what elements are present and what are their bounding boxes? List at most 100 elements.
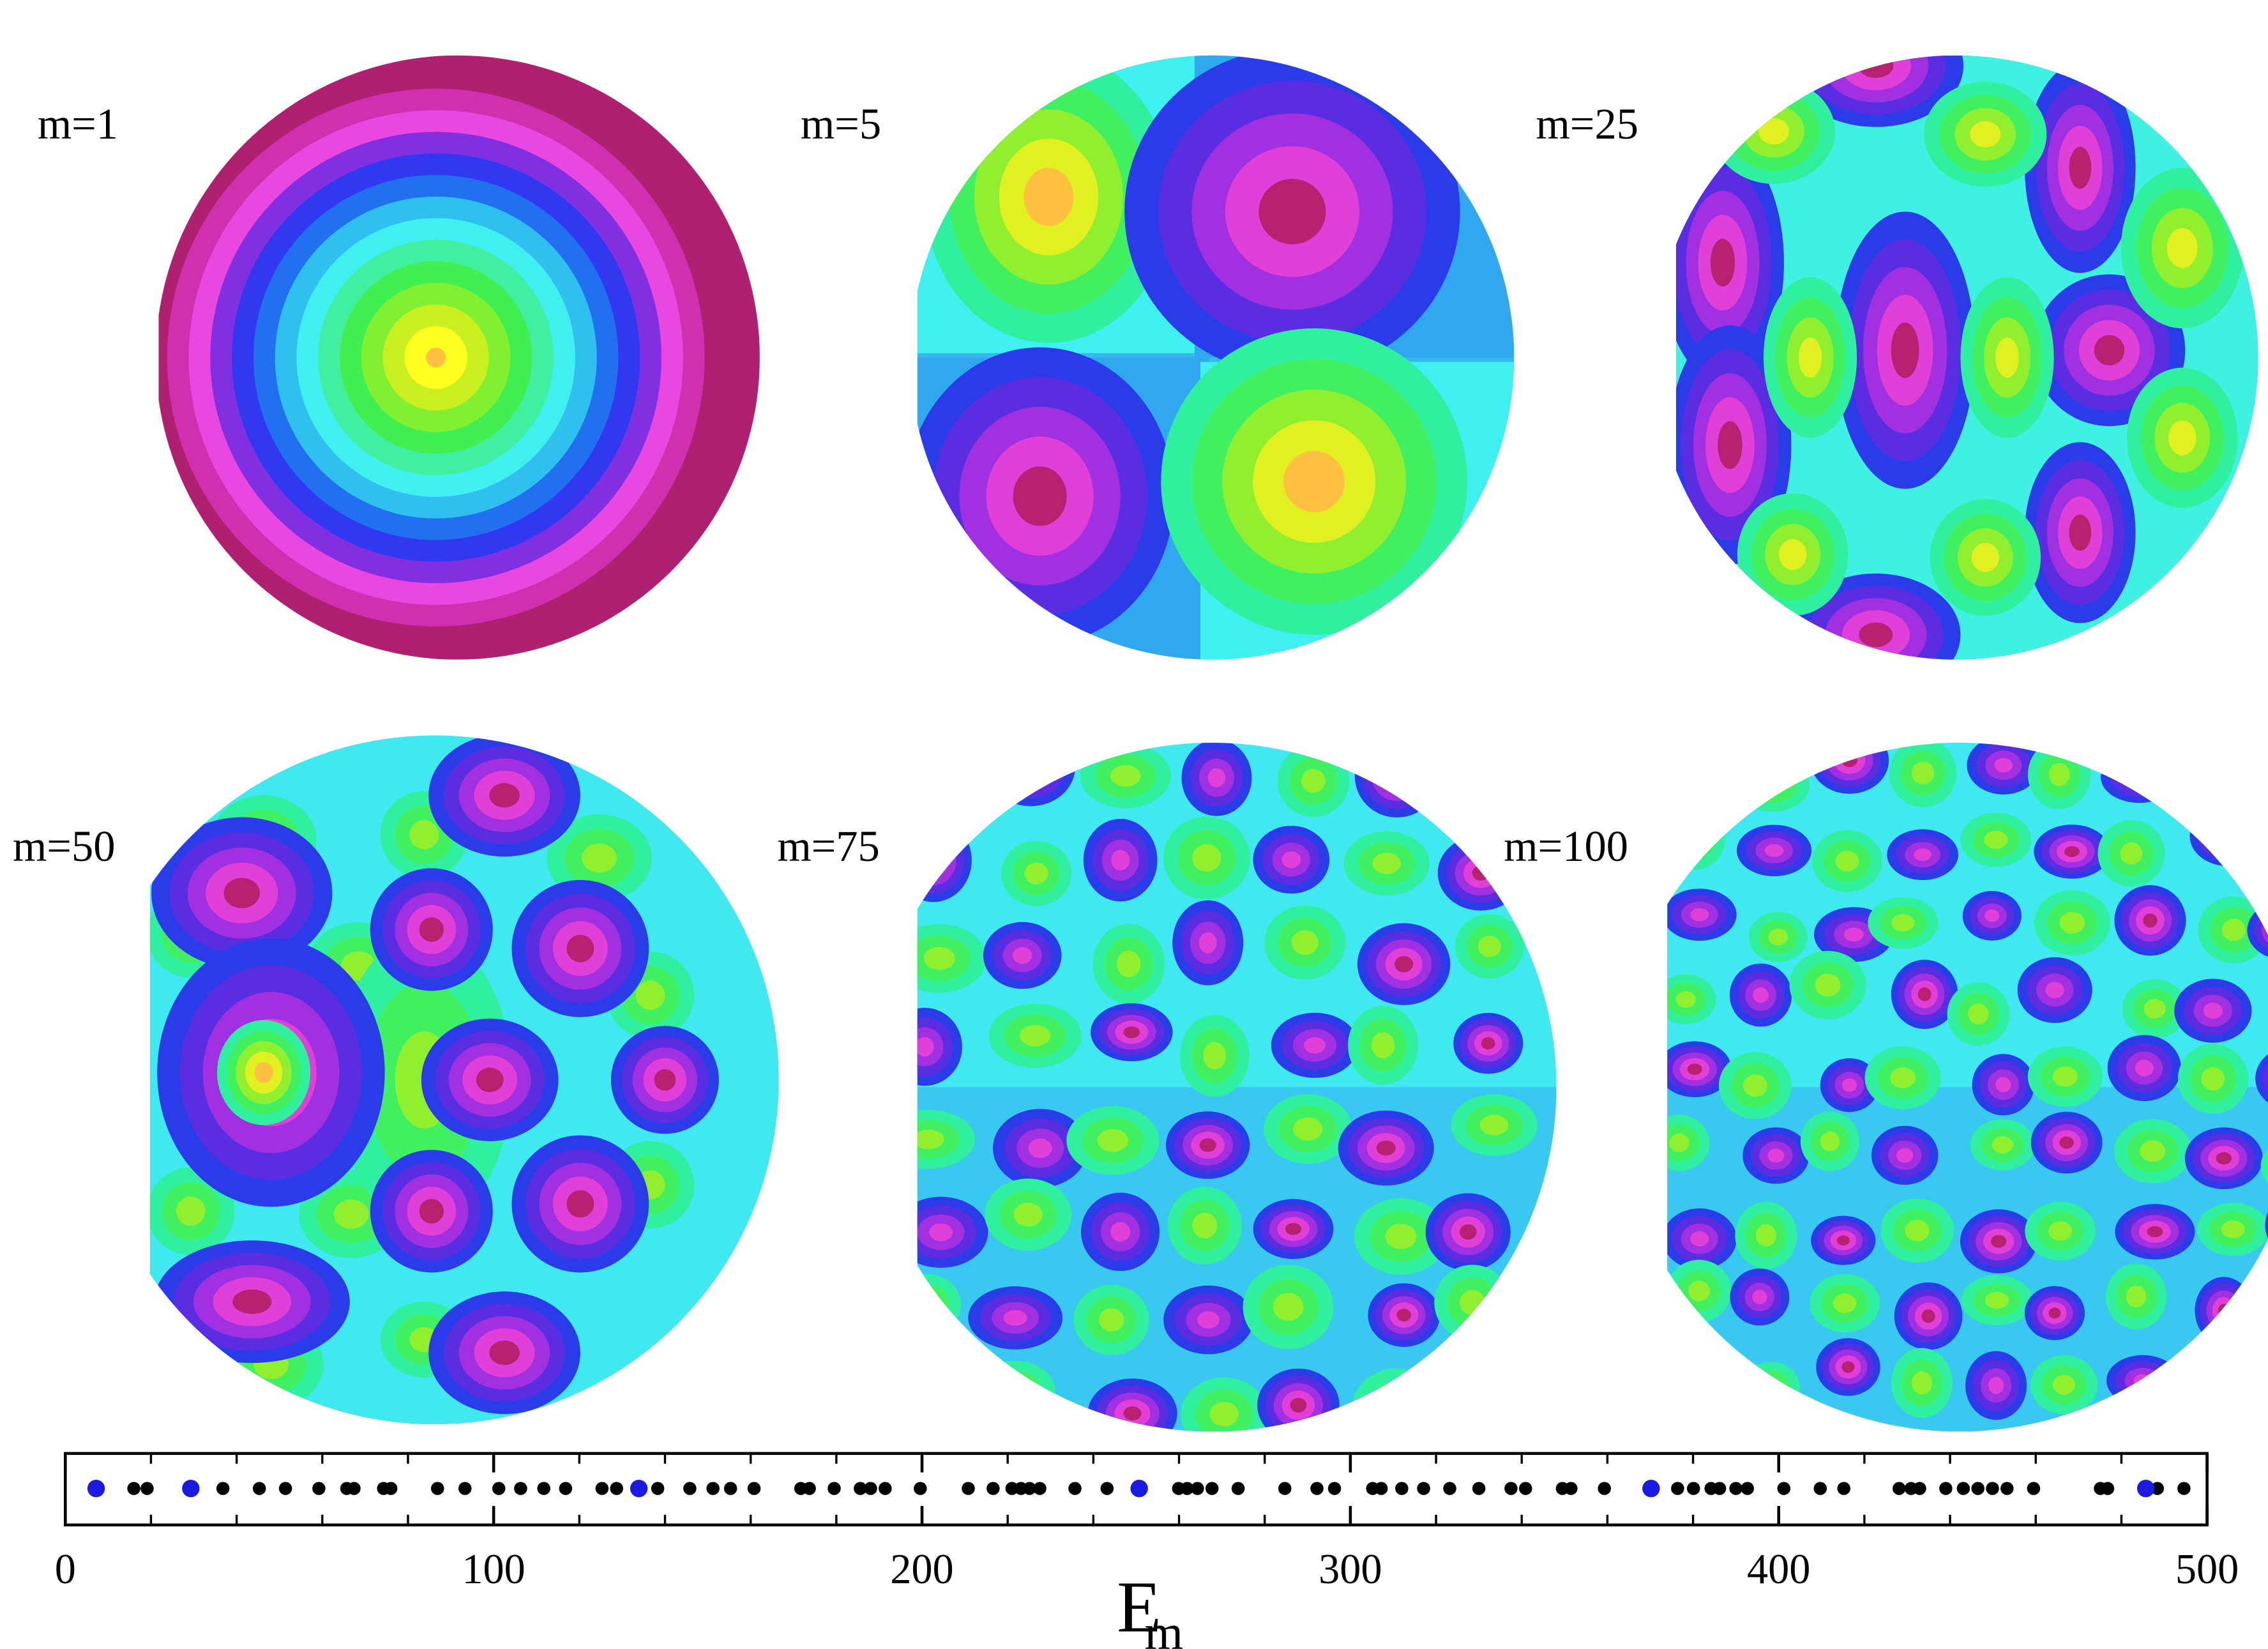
mode-blob <box>1836 1235 1850 1245</box>
mode-blob <box>489 783 520 808</box>
mode-blob <box>1380 759 1414 793</box>
mode-blob <box>1024 167 1074 227</box>
spectrum-point <box>2027 1482 2041 1495</box>
spectrum-point <box>216 1482 230 1495</box>
mode-blob <box>1199 1138 1216 1152</box>
spectrum-point <box>595 1482 609 1495</box>
mode-blob <box>1823 55 1929 103</box>
mode-blob <box>1995 1077 2011 1093</box>
mode-blob <box>1479 1387 1513 1420</box>
mode-blob <box>1968 1003 1989 1025</box>
spectrum-point <box>1598 1482 1611 1495</box>
mode-blob <box>1970 121 2001 148</box>
mode-blob <box>2094 335 2125 366</box>
mode-blob <box>2052 1067 2078 1087</box>
spectrum-point <box>706 1482 720 1495</box>
mode-blob <box>1971 543 1999 572</box>
x-tick-label: 100 <box>462 1546 525 1593</box>
spectrum-point <box>1971 1482 1984 1495</box>
mode-blob <box>2264 1364 2268 1394</box>
mode-blob <box>1197 1311 1220 1329</box>
spectrum-point <box>723 1482 737 1495</box>
mode-blob <box>917 1294 938 1314</box>
mode-blob <box>232 1289 272 1314</box>
spectrum-point <box>610 1482 623 1495</box>
mode-blob <box>1677 1354 1729 1403</box>
mode-blob <box>1013 1203 1043 1227</box>
mode-blob <box>176 1196 206 1226</box>
mode-blob <box>1675 991 1697 1008</box>
spectrum-point <box>252 1482 266 1495</box>
mode-blob <box>2124 1367 2161 1394</box>
mode-blob <box>1472 865 1490 881</box>
mode-blob <box>917 773 938 795</box>
mode-blob <box>1991 1235 2007 1248</box>
mode-blob <box>1459 1224 1477 1240</box>
panel-label: m=1 <box>38 100 118 148</box>
mode-blob <box>986 743 1075 807</box>
mode-blob <box>2257 1358 2268 1398</box>
spectrum-strip: 0 100 200 300 400 500 Em <box>55 1452 2239 1649</box>
mode-blob <box>1259 179 1326 245</box>
spectrum-point <box>962 1482 975 1495</box>
mode-blob <box>2202 743 2263 787</box>
spectrum-point <box>1729 1482 1743 1495</box>
mode-blob <box>2048 1307 2061 1319</box>
mode-blob <box>1684 1360 1723 1397</box>
mode-blob <box>923 946 955 970</box>
panel-label: m=25 <box>1536 100 1639 148</box>
mode-blob <box>1002 1381 1029 1401</box>
spectrum-point <box>1956 1482 1970 1495</box>
mode-blob <box>2168 420 2196 455</box>
mode-blob <box>2213 824 2245 849</box>
mode-blob <box>635 980 665 1010</box>
mode-blob <box>1743 1074 1767 1097</box>
mode-blob <box>2045 982 2064 999</box>
mode-blob <box>1110 765 1141 787</box>
mode-blob <box>419 1199 444 1224</box>
spectrum-point <box>1892 1482 1906 1495</box>
panel-label: m=50 <box>13 822 116 870</box>
mode-blob <box>1984 830 2008 849</box>
mode-blob <box>917 763 951 806</box>
mode-blob <box>2120 764 2159 791</box>
mode-blob <box>2212 743 2253 777</box>
mode-blob <box>1761 1379 1781 1396</box>
mode-blob <box>1835 851 1859 872</box>
mode-blob <box>1859 622 1893 648</box>
mode-blob <box>1911 761 1935 785</box>
mode-blob <box>582 843 617 873</box>
mode-blob <box>1303 1037 1326 1054</box>
mode-blob <box>1110 1222 1130 1242</box>
mode-blob <box>1891 914 1915 932</box>
mode-blob <box>1826 743 1873 781</box>
x-tick-label: 400 <box>1747 1546 1810 1593</box>
mode-blob <box>1207 768 1226 787</box>
mode-blob <box>1290 1397 1307 1413</box>
spectrum-point <box>1443 1482 1456 1495</box>
spectrum-point <box>683 1482 697 1495</box>
mode-blob <box>1671 1348 1735 1409</box>
mode-blob <box>1746 767 1797 803</box>
mode-blob <box>1301 769 1326 793</box>
mode-blob <box>1013 466 1067 526</box>
mode-blob <box>1381 1395 1411 1423</box>
mode-blob <box>917 835 956 886</box>
mode-blob <box>1718 421 1743 469</box>
mode-blob <box>1432 743 1524 801</box>
mode-blob <box>2069 146 2092 189</box>
spectrum-point <box>914 1482 927 1495</box>
mode-blob <box>917 1284 949 1325</box>
mode-blob <box>1111 849 1130 870</box>
mode-blob <box>1896 1148 1914 1163</box>
mode-blob <box>1020 1024 1051 1047</box>
mode-blob <box>2048 763 2070 786</box>
mode-blob <box>1479 1114 1509 1136</box>
mode-blob <box>2222 747 2243 767</box>
mode-blob <box>1742 1362 1801 1413</box>
spectrum-point <box>630 1479 648 1498</box>
mode-blob <box>1764 844 1784 857</box>
spectrum-point <box>1130 1479 1148 1498</box>
mode-blob <box>2048 1221 2073 1241</box>
mode-blob <box>489 1340 520 1365</box>
